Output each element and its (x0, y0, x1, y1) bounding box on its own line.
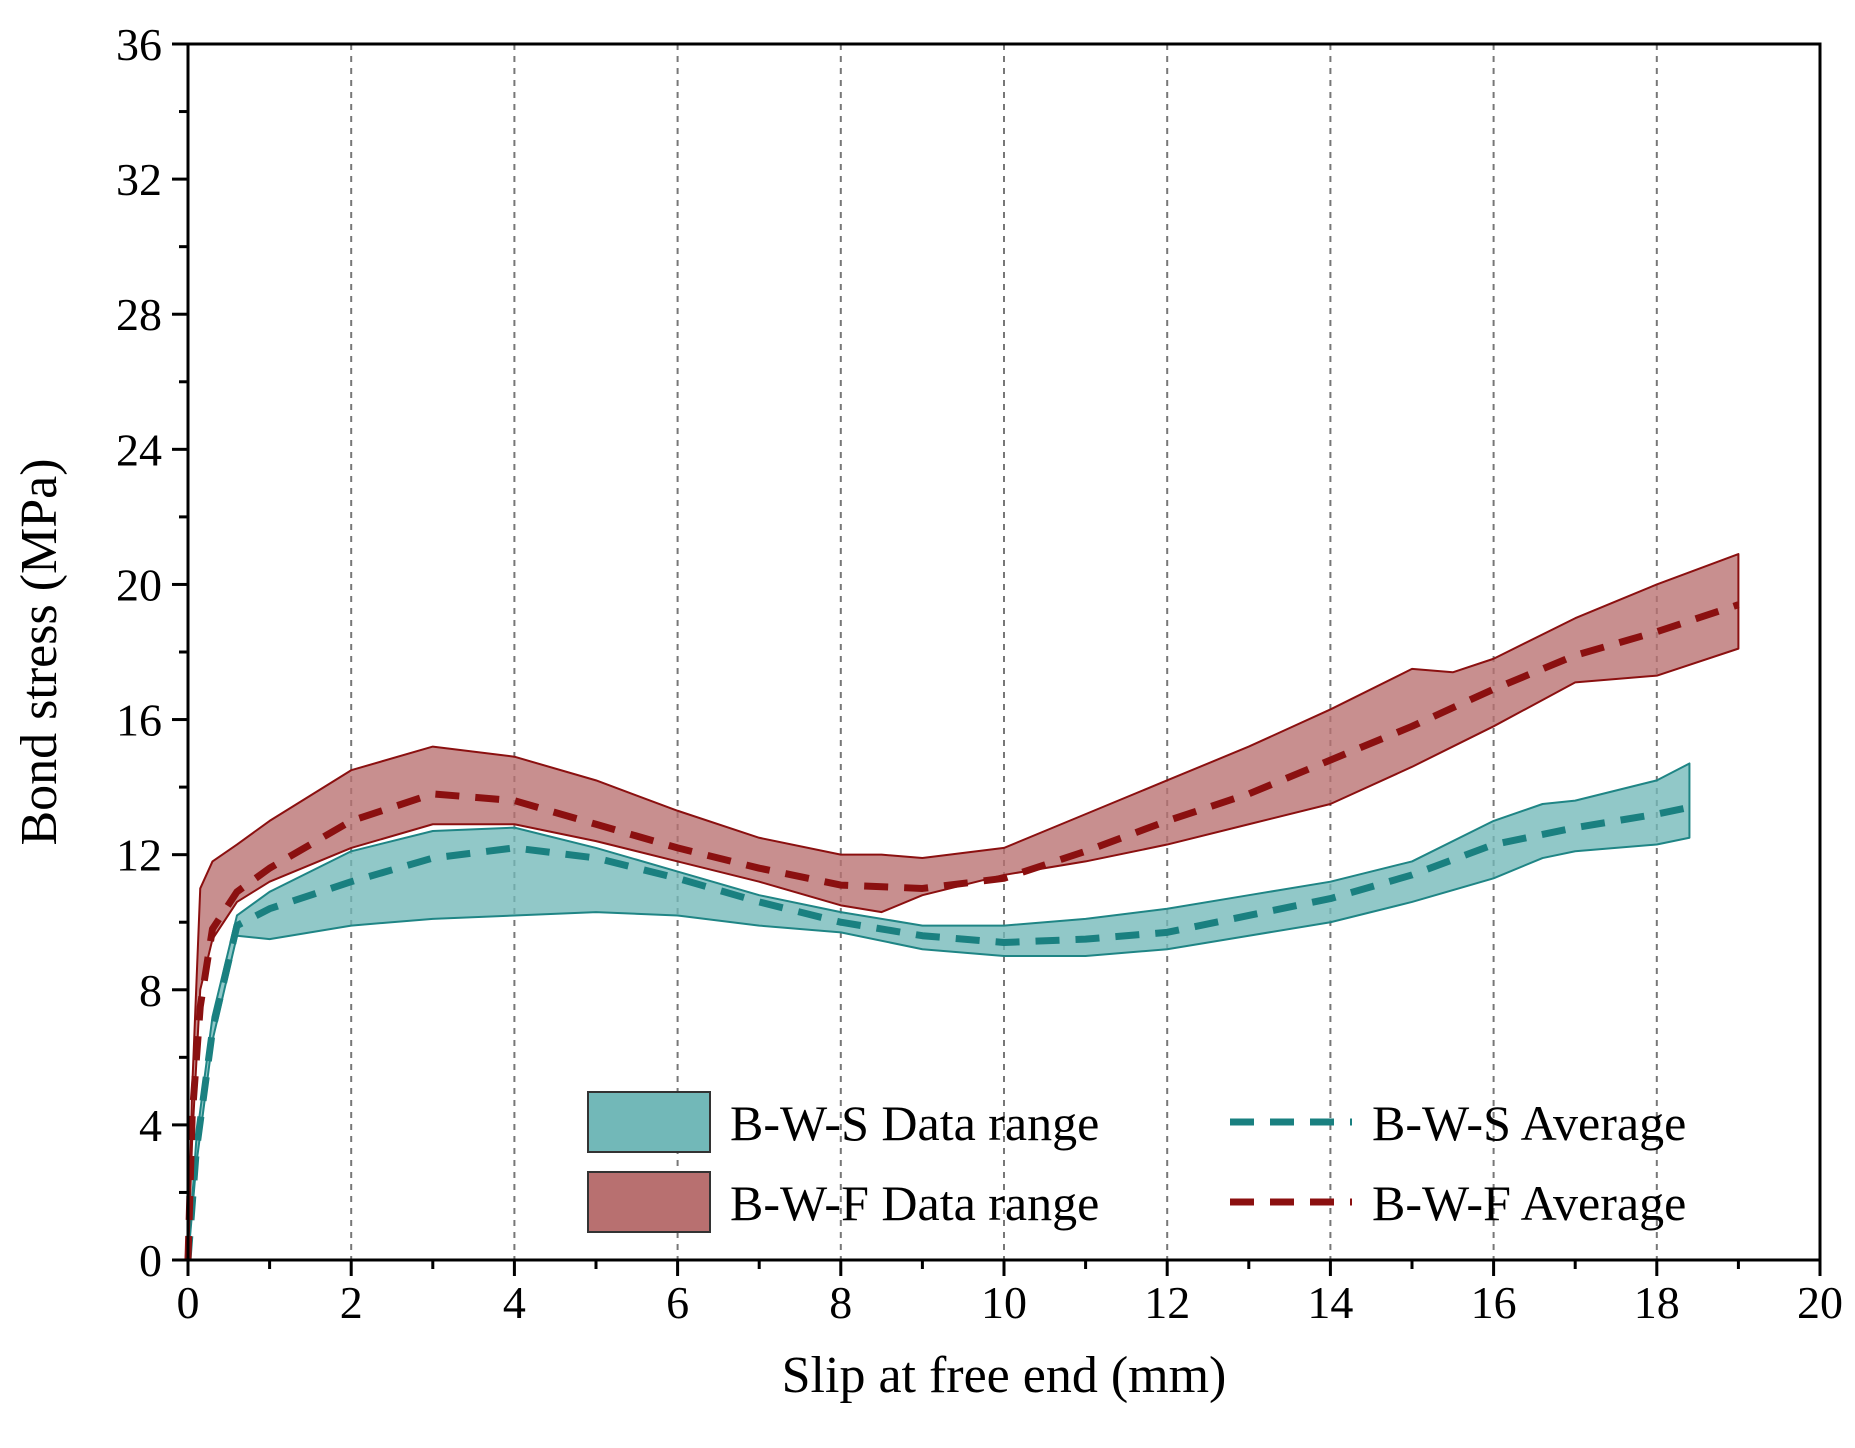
x-tick-label-10: 10 (981, 1277, 1027, 1328)
legend-label-bwf-range: B-W-F Data range (730, 1175, 1099, 1231)
legend-label-bwf-average: B-W-F Average (1372, 1175, 1686, 1231)
legend-label-bws-range: B-W-S Data range (730, 1095, 1099, 1151)
y-tick-label-4: 4 (139, 1100, 162, 1151)
y-tick-label-0: 0 (139, 1235, 162, 1286)
y-tick-label-28: 28 (116, 289, 162, 340)
band-b-w-s-data-range (187, 762, 1691, 1261)
y-tick-label-24: 24 (116, 424, 162, 475)
legend: B-W-S Data range B-W-F Data range B-W-S … (587, 1091, 1686, 1233)
x-tick-label-0: 0 (177, 1277, 200, 1328)
legend-swatch-bws-range (587, 1091, 711, 1153)
x-tick-label-8: 8 (829, 1277, 852, 1328)
x-tick-label-14: 14 (1307, 1277, 1353, 1328)
axis-ticks (172, 42, 1822, 1276)
x-tick-label-2: 2 (340, 1277, 363, 1328)
x-tick-label-20: 20 (1797, 1277, 1843, 1328)
grid-lines (350, 44, 1658, 1260)
x-tick-label-6: 6 (666, 1277, 689, 1328)
x-tick-label-18: 18 (1634, 1277, 1680, 1328)
y-tick-label-8: 8 (139, 965, 162, 1016)
band-b-w-f-data-range (187, 553, 1740, 1261)
y-tick-label-32: 32 (116, 154, 162, 205)
data-range-bands (187, 553, 1740, 1261)
y-tick-label-36: 36 (116, 19, 162, 70)
y-tick-label-16: 16 (116, 695, 162, 746)
line-b-w-f-average (184, 601, 1740, 1261)
x-tick-label-16: 16 (1471, 1277, 1517, 1328)
y-tick-label-20: 20 (116, 559, 162, 610)
x-tick-label-12: 12 (1144, 1277, 1190, 1328)
x-axis-title: Slip at free end (mm) (782, 1347, 1227, 1404)
x-tick-label-4: 4 (503, 1277, 526, 1328)
legend-label-bws-average: B-W-S Average (1372, 1095, 1686, 1151)
line-b-w-s-average (184, 803, 1691, 1261)
y-tick-label-12: 12 (116, 830, 162, 881)
legend-swatch-bwf-range (587, 1171, 711, 1233)
y-axis-title: Bond stress (MPa) (11, 458, 68, 845)
average-lines (184, 601, 1740, 1261)
